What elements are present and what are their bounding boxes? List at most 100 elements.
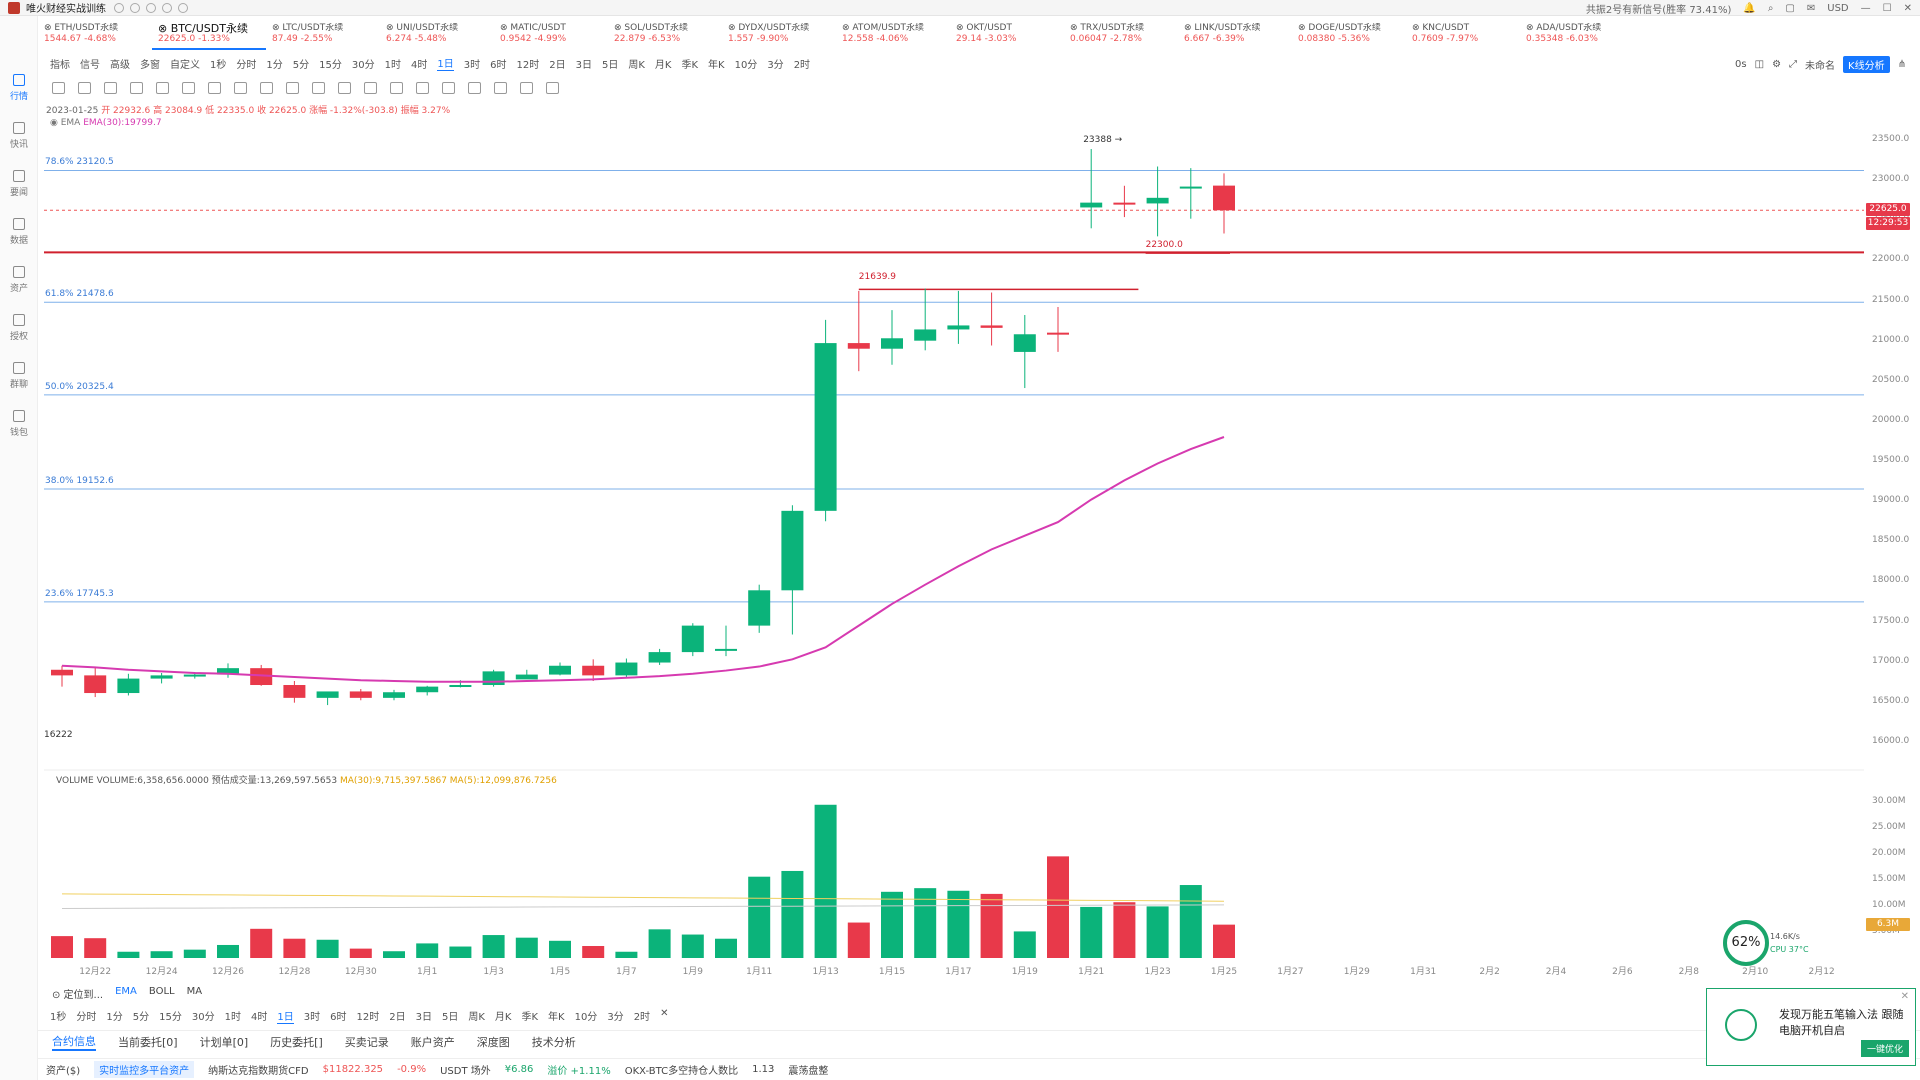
toolbar-item[interactable]: 30分 bbox=[351, 59, 375, 71]
close-icon[interactable]: ✕ bbox=[1900, 991, 1909, 1002]
ticker-tab[interactable]: ⊗ UNI/USDT永续 6.274 -5.48% bbox=[380, 20, 494, 50]
indicator-boll[interactable]: BOLL bbox=[148, 986, 175, 997]
indicator-ma[interactable]: MA bbox=[186, 986, 203, 997]
ticker-tab[interactable]: ⊗ MATIC/USDT 0.9542 -4.99% bbox=[494, 20, 608, 50]
asset-label[interactable]: 资产($) bbox=[46, 1066, 81, 1077]
text-icon[interactable] bbox=[260, 82, 273, 94]
ticker-tab[interactable]: ⊗ ATOM/USDT永续 12.558 -4.06% bbox=[836, 20, 950, 50]
ray-icon[interactable] bbox=[104, 82, 117, 94]
volume-name[interactable]: VOLUME bbox=[56, 776, 94, 786]
line-icon[interactable] bbox=[78, 82, 91, 94]
toolbar-item[interactable]: 自定义 bbox=[170, 59, 200, 71]
period-item[interactable]: 月K bbox=[494, 1012, 512, 1023]
bottom-tab[interactable]: 深度图 bbox=[476, 1035, 510, 1049]
trash-icon[interactable] bbox=[494, 82, 507, 94]
bottom-tab[interactable]: 历史委托[] bbox=[270, 1035, 323, 1049]
signal-notice[interactable]: 共振2号有新信号(胜率 73.41%) bbox=[1585, 4, 1732, 16]
period-item[interactable]: 3时 bbox=[303, 1012, 321, 1023]
copy-icon[interactable] bbox=[442, 82, 455, 94]
period-item[interactable]: 1秒 bbox=[50, 1012, 67, 1023]
sidebar-item-0[interactable]: 行情 bbox=[0, 64, 38, 112]
wechat-icon[interactable] bbox=[130, 2, 140, 13]
bottom-tab[interactable]: 账户资产 bbox=[410, 1035, 455, 1049]
rect-icon[interactable] bbox=[156, 82, 169, 94]
toolbar-item[interactable]: 信号 bbox=[80, 59, 100, 71]
fullscreen-icon[interactable]: ⤢ bbox=[1789, 59, 1798, 70]
lock-icon[interactable] bbox=[416, 82, 429, 94]
indicator-ema[interactable]: EMA bbox=[115, 986, 137, 997]
pen-icon[interactable] bbox=[338, 82, 351, 94]
ticker-tab[interactable]: ⊗ LTC/USDT永续 87.49 -2.55% bbox=[266, 20, 380, 50]
period-item[interactable]: 3分 bbox=[607, 1012, 624, 1023]
pencil-icon[interactable] bbox=[364, 82, 377, 94]
period-item[interactable]: 季K bbox=[521, 1012, 539, 1023]
toolbar-item[interactable]: 分时 bbox=[236, 59, 257, 71]
period-item[interactable]: 4时 bbox=[250, 1012, 268, 1023]
sidebar-item-2[interactable]: 要闻 bbox=[0, 160, 38, 208]
twitter-icon[interactable] bbox=[146, 2, 156, 13]
ticker-tab[interactable]: ⊗ OKT/USDT 29.14 -3.03% bbox=[950, 20, 1064, 50]
toolbar-item[interactable]: 周K bbox=[628, 59, 645, 71]
period-item[interactable]: 6时 bbox=[330, 1012, 347, 1023]
share-icon[interactable]: ⋔ bbox=[1897, 59, 1906, 70]
period-item[interactable]: 2日 bbox=[389, 1012, 406, 1023]
toolbar-item[interactable]: 5日 bbox=[601, 59, 619, 71]
shirt-icon[interactable]: ▢ bbox=[1785, 2, 1795, 14]
toolbar-item[interactable]: 高级 bbox=[110, 59, 130, 71]
fib-icon[interactable] bbox=[182, 82, 195, 94]
toolbar-item[interactable]: 15分 bbox=[319, 59, 342, 71]
maximize-icon[interactable]: ☐ bbox=[1882, 2, 1892, 14]
period-item[interactable]: 分时 bbox=[76, 1012, 97, 1023]
pattern-icon[interactable] bbox=[286, 82, 299, 94]
toolbar-item[interactable]: 2时 bbox=[793, 59, 811, 71]
period-item[interactable]: 5日 bbox=[441, 1012, 459, 1023]
parallel-icon[interactable] bbox=[130, 82, 143, 94]
period-item[interactable]: 1时 bbox=[224, 1012, 241, 1023]
period-item[interactable]: 1日 bbox=[277, 1008, 294, 1024]
period-item[interactable]: 5分 bbox=[132, 1012, 150, 1023]
filter-icon[interactable] bbox=[546, 82, 559, 94]
minimize-icon[interactable]: — bbox=[1860, 2, 1871, 14]
close-icon[interactable]: ✕ bbox=[660, 1008, 669, 1019]
toolbar-item[interactable]: 5分 bbox=[292, 59, 310, 71]
toolbar-item[interactable]: 1分 bbox=[266, 59, 283, 71]
cloud-name[interactable]: 未命名 bbox=[1805, 61, 1836, 72]
toolbar-item[interactable]: 6时 bbox=[490, 59, 507, 71]
eraser-icon[interactable] bbox=[520, 82, 533, 94]
memory-gauge[interactable]: 62% bbox=[1723, 920, 1769, 966]
toolbar-item[interactable]: 3日 bbox=[575, 59, 592, 71]
toolbar-item[interactable]: 1日 bbox=[437, 55, 454, 71]
period-item[interactable]: 年K bbox=[548, 1012, 565, 1023]
toolbar-item[interactable]: 3分 bbox=[767, 59, 784, 71]
ticker-tab[interactable]: ⊗ SOL/USDT永续 22.879 -6.53% bbox=[608, 20, 722, 50]
period-item[interactable]: 3日 bbox=[415, 1012, 432, 1023]
sidebar-item-1[interactable]: 快讯 bbox=[0, 112, 38, 160]
toolbar-item[interactable]: 多窗 bbox=[140, 59, 160, 71]
period-item[interactable]: 10分 bbox=[574, 1012, 598, 1023]
ticker-tab[interactable]: ⊗ LINK/USDT永续 6.667 -6.39% bbox=[1178, 20, 1292, 50]
bottom-tab[interactable]: 买卖记录 bbox=[344, 1035, 389, 1049]
magnet-icon[interactable] bbox=[390, 82, 403, 94]
period-item[interactable]: 1分 bbox=[106, 1012, 123, 1023]
close-icon[interactable]: ✕ bbox=[1903, 2, 1912, 14]
mail-icon[interactable]: ✉ bbox=[1806, 2, 1816, 14]
eye-icon[interactable]: ◉ bbox=[50, 118, 58, 128]
sidebar-item-3[interactable]: 数据 bbox=[0, 208, 38, 256]
bottom-tab[interactable]: 当前委托[0] bbox=[118, 1035, 178, 1049]
ticker-tab[interactable]: ⊗ BTC/USDT永续 22625.0 -1.33% bbox=[152, 20, 266, 50]
brush-icon[interactable] bbox=[312, 82, 325, 94]
toolbar-item[interactable]: 1时 bbox=[384, 59, 401, 71]
home-logo[interactable] bbox=[0, 16, 38, 64]
edit-icon[interactable] bbox=[468, 82, 481, 94]
clock-icon[interactable] bbox=[178, 2, 188, 13]
period-item[interactable]: 周K bbox=[468, 1012, 485, 1023]
toolbar-item[interactable]: 10分 bbox=[734, 59, 758, 71]
monitor-button[interactable]: 实时监控多平台资产 bbox=[94, 1061, 195, 1078]
locate-button[interactable]: ⊙ 定位到... bbox=[52, 990, 104, 1001]
sidebar-item-4[interactable]: 资产 bbox=[0, 256, 38, 304]
ticker-tab[interactable]: ⊗ ETH/USDT永续 1544.67 -4.68% bbox=[38, 20, 152, 50]
settings-icon[interactable]: ⚙ bbox=[1772, 59, 1782, 70]
bottom-tab[interactable]: 合约信息 bbox=[52, 1033, 96, 1051]
ticker-tab[interactable]: ⊗ TRX/USDT永续 0.06047 -2.78% bbox=[1064, 20, 1178, 50]
